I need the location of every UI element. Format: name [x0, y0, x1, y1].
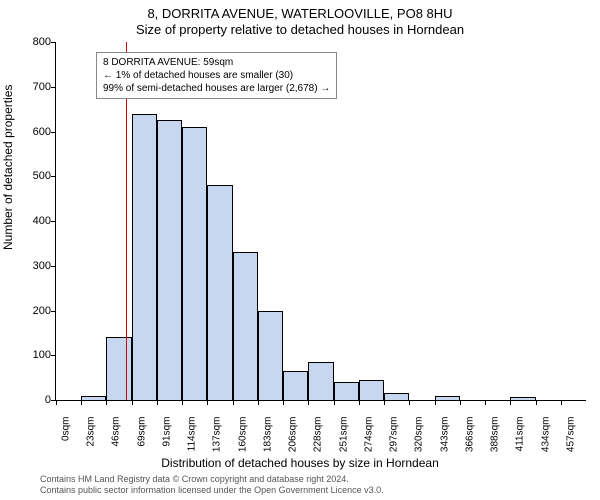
histogram-bar: [157, 120, 182, 400]
x-axis-label: Distribution of detached houses by size …: [0, 456, 600, 470]
xtick: [81, 400, 82, 405]
chart-title-address: 8, DORRITA AVENUE, WATERLOOVILLE, PO8 8H…: [0, 6, 600, 21]
xtick: [536, 400, 537, 405]
histogram-bar: [81, 396, 106, 400]
histogram-bar: [233, 252, 258, 400]
xtick: [132, 400, 133, 405]
xtick: [182, 400, 183, 405]
histogram-bar: [106, 337, 131, 400]
chart-title-desc: Size of property relative to detached ho…: [0, 22, 600, 37]
xtick: [56, 400, 57, 405]
ytick-label: 500: [33, 170, 51, 182]
xtick: [561, 400, 562, 405]
xtick-label: 46sqm: [111, 417, 122, 457]
footer-attribution: Contains HM Land Registry data © Crown c…: [40, 474, 580, 496]
histogram-bar: [308, 362, 333, 400]
xtick: [283, 400, 284, 405]
xtick-label: 206sqm: [288, 417, 299, 457]
ytick-label: 300: [33, 260, 51, 272]
ytick-label: 0: [45, 394, 51, 406]
ytick: [51, 355, 56, 356]
chart-container: 8, DORRITA AVENUE, WATERLOOVILLE, PO8 8H…: [0, 0, 600, 500]
xtick-label: 0sqm: [61, 417, 72, 457]
ytick-label: 400: [33, 215, 51, 227]
ytick-label: 200: [33, 305, 51, 317]
xtick-label: 91sqm: [161, 417, 172, 457]
xtick: [435, 400, 436, 405]
xtick-label: 297sqm: [389, 417, 400, 457]
ytick-label: 700: [33, 81, 51, 93]
ytick-label: 600: [33, 126, 51, 138]
annotation-line: 99% of semi-detached houses are larger (…: [103, 82, 330, 95]
ytick: [51, 132, 56, 133]
xtick-label: 114sqm: [187, 417, 198, 457]
ytick-label: 100: [33, 349, 51, 361]
marker-annotation: 8 DORRITA AVENUE: 59sqm ← 1% of detached…: [96, 52, 337, 99]
xtick-label: 343sqm: [439, 417, 450, 457]
histogram-bar: [384, 393, 409, 400]
histogram-bar: [510, 397, 535, 400]
ytick: [51, 87, 56, 88]
y-axis-label: Number of detached properties: [1, 85, 15, 250]
xtick: [233, 400, 234, 405]
xtick-label: 183sqm: [262, 417, 273, 457]
ytick-label: 800: [33, 36, 51, 48]
xtick-label: 160sqm: [237, 417, 248, 457]
xtick: [460, 400, 461, 405]
xtick-label: 274sqm: [363, 417, 374, 457]
annotation-line: 8 DORRITA AVENUE: 59sqm: [103, 56, 330, 69]
xtick: [258, 400, 259, 405]
xtick: [409, 400, 410, 405]
annotation-line: ← 1% of detached houses are smaller (30): [103, 69, 330, 82]
plot-area: 01002003004005006007008000sqm23sqm46sqm6…: [55, 42, 586, 401]
histogram-bar: [182, 127, 207, 400]
xtick-label: 434sqm: [540, 417, 551, 457]
xtick: [485, 400, 486, 405]
ytick: [51, 311, 56, 312]
xtick: [510, 400, 511, 405]
xtick: [359, 400, 360, 405]
footer-line: Contains HM Land Registry data © Crown c…: [40, 474, 580, 485]
xtick: [334, 400, 335, 405]
xtick-label: 251sqm: [338, 417, 349, 457]
histogram-bar: [283, 371, 308, 400]
histogram-bar: [334, 382, 359, 400]
xtick-label: 366sqm: [464, 417, 475, 457]
xtick: [106, 400, 107, 405]
xtick-label: 23sqm: [86, 417, 97, 457]
histogram-bar: [132, 114, 157, 400]
ytick: [51, 42, 56, 43]
xtick-label: 137sqm: [212, 417, 223, 457]
xtick-label: 69sqm: [136, 417, 147, 457]
xtick-label: 411sqm: [515, 417, 526, 457]
xtick: [207, 400, 208, 405]
histogram-bar: [258, 311, 283, 401]
xtick-label: 320sqm: [414, 417, 425, 457]
xtick: [157, 400, 158, 405]
xtick-label: 228sqm: [313, 417, 324, 457]
xtick: [384, 400, 385, 405]
footer-line: Contains public sector information licen…: [40, 485, 580, 496]
ytick: [51, 176, 56, 177]
ytick: [51, 221, 56, 222]
histogram-bar: [359, 380, 384, 400]
histogram-bar: [435, 396, 460, 400]
histogram-bar: [207, 185, 232, 400]
xtick-label: 457sqm: [565, 417, 576, 457]
ytick: [51, 266, 56, 267]
xtick-label: 388sqm: [490, 417, 501, 457]
xtick: [308, 400, 309, 405]
